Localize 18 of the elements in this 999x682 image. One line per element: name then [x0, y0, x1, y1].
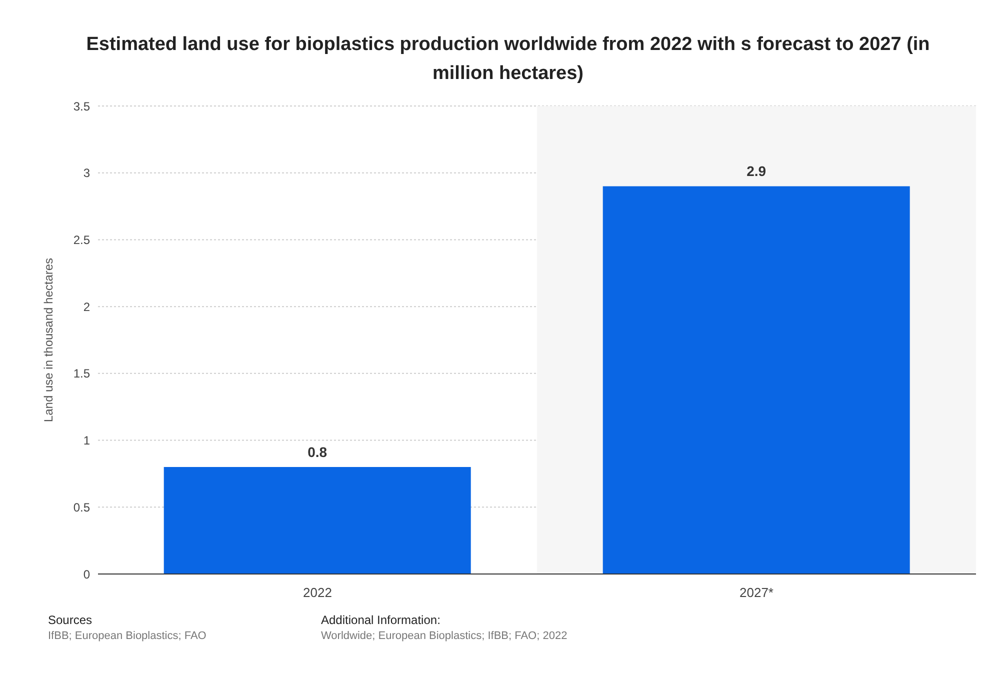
text: Additional Information:	[321, 612, 442, 628]
y-tick-label: 3.5	[73, 99, 90, 114]
y-tick-label: 2.5	[73, 232, 90, 247]
text: Worldwide; European Bioplastics; IfBB; FAO; 2022	[321, 629, 568, 644]
data-label: 2.9	[746, 163, 766, 180]
text: Sources	[48, 612, 94, 628]
y-tick-label: 0.5	[73, 500, 90, 514]
y-tick-label: 1.5	[73, 366, 90, 381]
x-tick-label: 2027*	[740, 585, 774, 600]
y-tick-label: 0	[83, 567, 90, 582]
y-axis-title: Land use in thousand hectares	[41, 258, 56, 422]
y-tick-label: 3	[83, 166, 90, 180]
y-tick-label: 1	[83, 434, 90, 448]
x-tick-label: 2022	[303, 585, 332, 600]
data-label: 0.8	[308, 444, 328, 460]
y-tick-label: 2	[83, 300, 90, 314]
chart-title: Estimated land use for bioplastics production worldwide from 2022 with s forecast to 2027 (in million hectares)	[85, 33, 931, 86]
text: IfBB; European Bioplastics; FAO	[48, 629, 206, 644]
